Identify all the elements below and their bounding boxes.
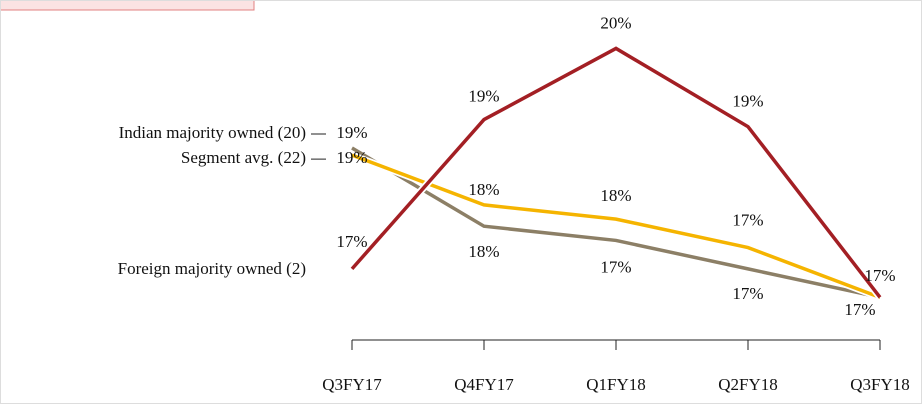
data-label: 17% <box>844 300 875 319</box>
data-label: 18% <box>600 186 631 205</box>
legend-label: Indian majority owned (20) <box>119 123 306 142</box>
x-tick-label: Q4FY17 <box>454 375 514 394</box>
data-label: 20% <box>600 13 631 32</box>
data-label: 19% <box>468 86 499 105</box>
data-label: 19% <box>732 92 763 111</box>
data-label: 17% <box>336 232 367 251</box>
legend-label: Segment avg. (22) <box>181 148 306 167</box>
data-label: 19% <box>336 148 367 167</box>
data-label: 19% <box>336 123 367 142</box>
x-tick-label: Q2FY18 <box>718 375 778 394</box>
legend-label: Foreign majority owned (2) <box>118 259 306 278</box>
data-label: 17% <box>600 257 631 276</box>
series-line <box>351 146 881 300</box>
data-label: 17% <box>732 284 763 303</box>
x-tick-label: Q3FY17 <box>322 375 382 394</box>
header-box <box>0 0 255 11</box>
series-line <box>350 46 882 299</box>
x-tick-label: Q3FY18 <box>850 375 910 394</box>
x-tick-label: Q1FY18 <box>586 375 646 394</box>
data-label: 18% <box>468 180 499 199</box>
data-label: 18% <box>468 242 499 261</box>
data-label: 17% <box>864 266 895 285</box>
data-label: 17% <box>732 210 763 229</box>
series-line <box>351 153 881 299</box>
